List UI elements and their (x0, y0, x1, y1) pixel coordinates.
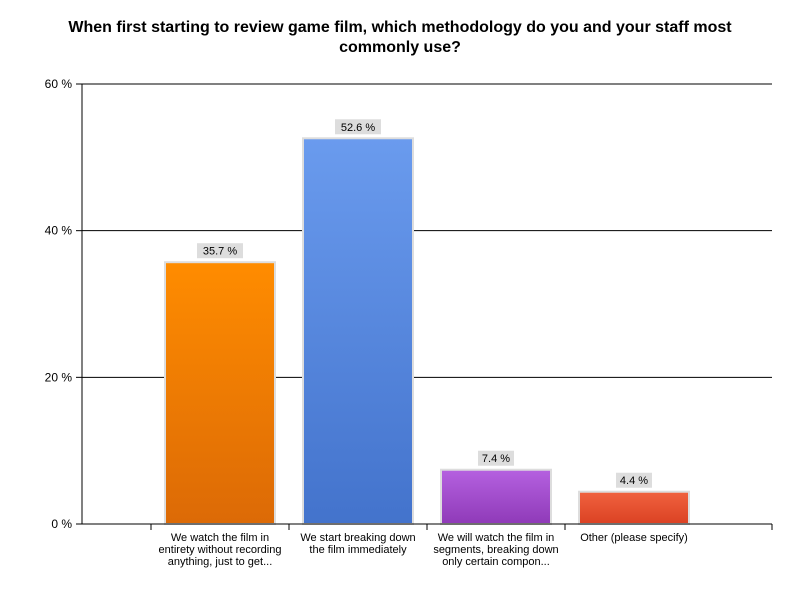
value-label-bg (616, 472, 652, 488)
value-label-bg (478, 450, 514, 466)
bar-layer (164, 137, 690, 526)
y-tick-label: 60 % (45, 77, 73, 91)
x-tick-label: We will watch the film in segments, brea… (433, 532, 559, 568)
axis-layer: 0 % 20 % 40 % 60 % (45, 77, 773, 531)
value-label-bg (197, 243, 243, 259)
value-label-bg (335, 119, 381, 135)
bar (302, 137, 414, 525)
x-tick-label: We start breaking down the film immediat… (300, 532, 416, 556)
value-label: 35.7 % (203, 246, 237, 258)
value-label-layer: 35.7 % 52.6 % 7.4 % 4.4 % (197, 119, 652, 488)
x-tick-label: We watch the film in entirety without re… (158, 532, 282, 568)
bar (164, 261, 276, 525)
bar (578, 490, 690, 526)
value-label: 4.4 % (620, 475, 648, 487)
y-tick-label: 40 % (45, 224, 73, 238)
y-tick-label: 20 % (45, 370, 73, 384)
bar (440, 468, 552, 526)
x-tick-label: Other (please specify) (580, 532, 688, 544)
chart-title: When first starting to review game film,… (68, 19, 732, 56)
value-label: 7.4 % (482, 453, 510, 465)
y-tick-label: 0 % (51, 517, 72, 531)
value-label: 52.6 % (341, 122, 375, 134)
